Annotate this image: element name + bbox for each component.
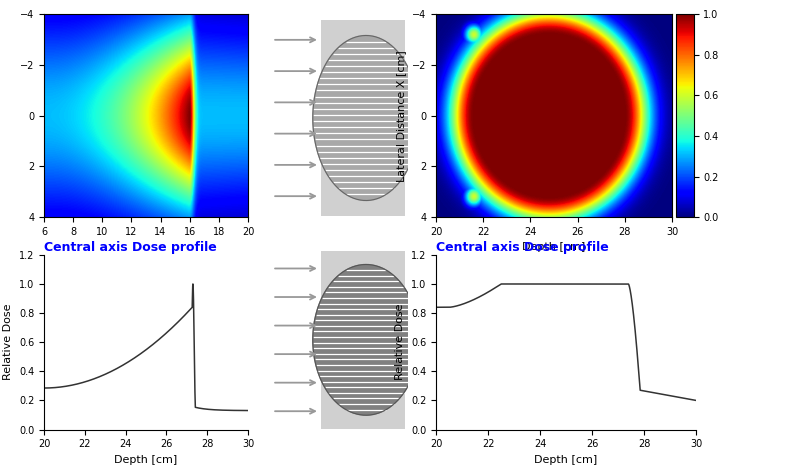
- X-axis label: Depth [cm]: Depth [cm]: [534, 455, 598, 465]
- Bar: [321, 20, 405, 216]
- Y-axis label: Relative Dose: Relative Dose: [3, 304, 14, 380]
- X-axis label: Depth [cm]: Depth [cm]: [114, 455, 178, 465]
- Circle shape: [313, 264, 419, 415]
- Y-axis label: Lateral Distance X [cm]: Lateral Distance X [cm]: [396, 50, 406, 182]
- Circle shape: [313, 35, 419, 201]
- Text: Central axis Dose profile: Central axis Dose profile: [44, 241, 217, 254]
- Y-axis label: Relative Dose: Relative Dose: [395, 304, 406, 380]
- X-axis label: Depth [cm]: Depth [cm]: [522, 243, 586, 253]
- Bar: [321, 251, 405, 429]
- Text: Central axis Dose profile: Central axis Dose profile: [436, 241, 609, 254]
